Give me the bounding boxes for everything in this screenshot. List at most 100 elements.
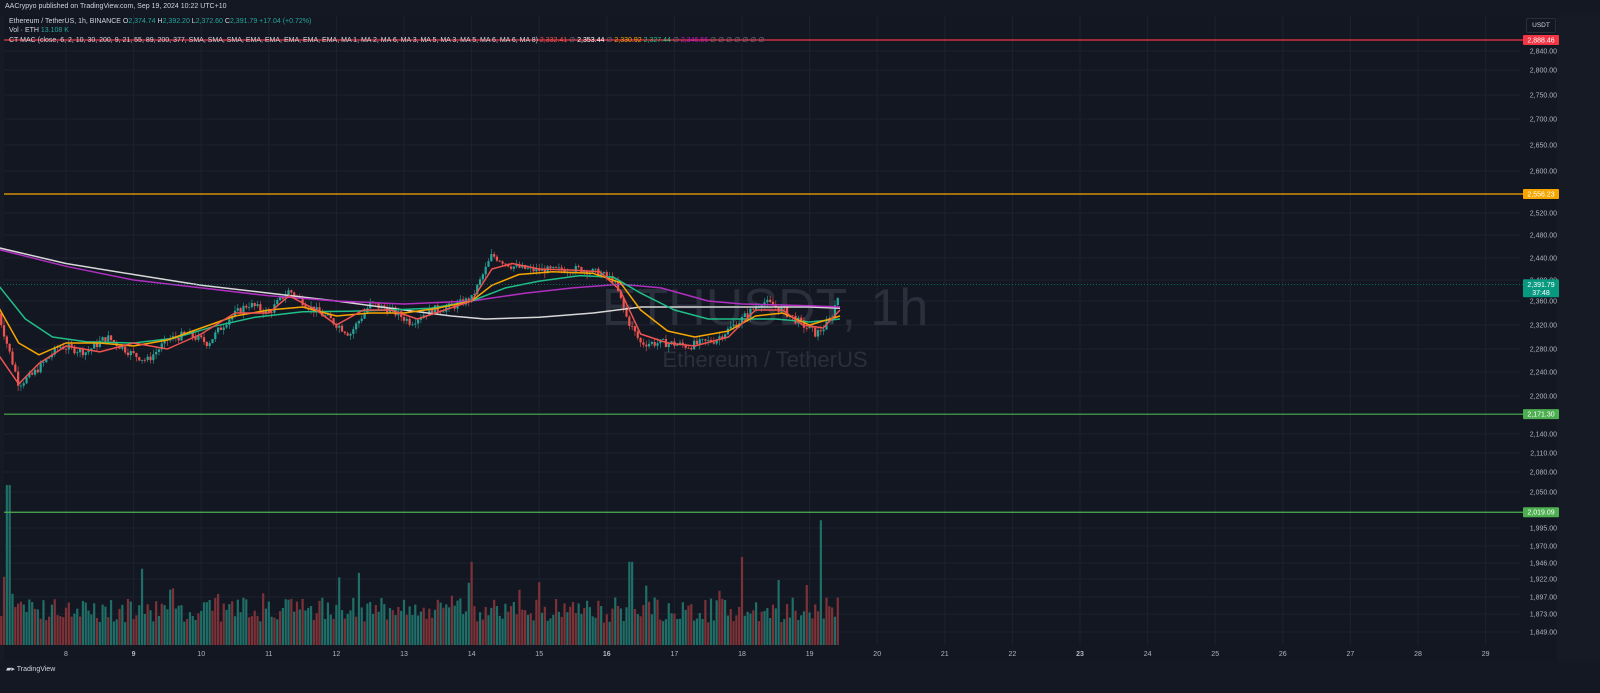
volume-bar	[574, 613, 577, 645]
candle-body	[416, 319, 420, 324]
volume-bar	[712, 620, 715, 645]
legend-ma-value: 2,353.44	[575, 37, 605, 44]
time-tick-label: 29	[1482, 651, 1490, 658]
candle-body	[619, 290, 622, 299]
volume-bar	[774, 608, 777, 645]
volume-bar	[735, 615, 738, 645]
candle-body	[614, 281, 617, 283]
candle-body	[326, 314, 330, 316]
volume-bar	[566, 612, 569, 645]
volume-bar	[278, 611, 282, 645]
legend-ma-label: CT MAC (close, 6, 2, 10, 30, 200, 9, 21,…	[9, 37, 538, 44]
volume-bar	[298, 609, 301, 645]
volume-bar	[369, 601, 372, 645]
volume-bar	[219, 621, 223, 645]
candle-body	[329, 314, 332, 319]
candle-body	[17, 371, 20, 386]
time-tick-label: 24	[1144, 651, 1152, 658]
volume-bar	[422, 607, 425, 645]
candle-body	[332, 318, 335, 325]
candle-body	[200, 335, 203, 338]
volume-bar	[81, 600, 84, 645]
candle-body	[205, 341, 208, 346]
volume-bar	[690, 604, 693, 645]
candle-body	[693, 340, 696, 350]
candle-body	[84, 352, 87, 356]
price-tick-label: 2,110.00	[1530, 451, 1557, 458]
candle-body	[402, 317, 406, 321]
candle-body	[459, 299, 462, 303]
candle-body	[208, 343, 211, 346]
volume-bar	[481, 619, 484, 645]
tradingview-logo: ▰▸ TradingView	[6, 665, 55, 673]
candle-body	[0, 313, 3, 326]
candle-body	[535, 268, 538, 272]
volume-bar	[557, 611, 561, 645]
volume-bar	[231, 601, 234, 645]
price-tick-label: 2,200.00	[1530, 394, 1557, 401]
volume-bar	[295, 601, 299, 645]
candle-body	[202, 337, 206, 342]
volume-bar	[17, 603, 20, 645]
volume-bar	[104, 606, 107, 645]
volume-bar	[509, 606, 513, 645]
price-tick-label: 1,946.00	[1530, 561, 1557, 568]
candle-body	[512, 266, 515, 269]
candle-body	[715, 339, 718, 344]
candle-body	[278, 296, 282, 301]
volume-bar	[293, 611, 296, 645]
legend-ma-value: 2,330.92	[612, 37, 642, 44]
candle-body	[78, 348, 82, 353]
candle-body	[504, 263, 507, 265]
volume-bar	[743, 615, 746, 645]
candle-body	[605, 272, 608, 277]
candle-body	[293, 292, 296, 296]
volume-bar	[140, 568, 144, 645]
candle-body	[518, 264, 521, 268]
volume-bar	[352, 597, 355, 645]
volume-bar	[304, 610, 307, 645]
candle-body	[656, 343, 659, 346]
currency-button[interactable]: USDT	[1526, 18, 1556, 33]
volume-bar	[791, 597, 794, 645]
candle-body	[470, 295, 473, 302]
volume-bar	[388, 608, 392, 645]
candle-body	[411, 324, 414, 326]
ma-line-purple	[0, 249, 841, 308]
candle-body	[498, 260, 501, 262]
time-tick-label: 26	[1279, 651, 1287, 658]
candle-body	[428, 307, 431, 316]
publisher-caption: AACrypyo published on TradingView.com, S…	[5, 3, 227, 10]
volume-bar	[84, 602, 87, 645]
candle-body	[247, 307, 251, 308]
candle-body	[287, 290, 290, 296]
volume-bar	[442, 607, 445, 645]
price-tick-label: 2,800.00	[1530, 68, 1557, 75]
candle-body	[28, 372, 31, 378]
volume-bar	[8, 485, 11, 645]
volume-bar	[129, 601, 132, 645]
time-tick-label: 16	[603, 651, 611, 658]
volume-bar	[718, 590, 721, 645]
volume-bar	[724, 600, 727, 645]
time-tick-label: 19	[806, 651, 814, 658]
volume-bar	[453, 605, 456, 645]
candle-body	[64, 349, 68, 350]
volume-bar	[146, 604, 149, 645]
volume-bar	[149, 610, 152, 645]
legend-ohlc: Ethereum / TetherUS, 1h, BINANCE O2,374.…	[9, 18, 311, 25]
volume-bar	[70, 616, 73, 645]
candle-body	[574, 266, 577, 273]
price-tick-label: 1,897.00	[1530, 595, 1557, 602]
candle-body	[836, 297, 839, 306]
candle-body	[191, 331, 194, 338]
candle-body	[318, 307, 321, 313]
watermark-symbol: ETHUSDT, 1h	[602, 279, 929, 337]
volume-bar	[642, 605, 645, 645]
volume-bar	[309, 606, 313, 645]
candle-body	[681, 342, 684, 345]
candle-body	[8, 343, 11, 352]
chart-pane[interactable]	[4, 15, 1557, 675]
volume-bar	[329, 614, 332, 645]
